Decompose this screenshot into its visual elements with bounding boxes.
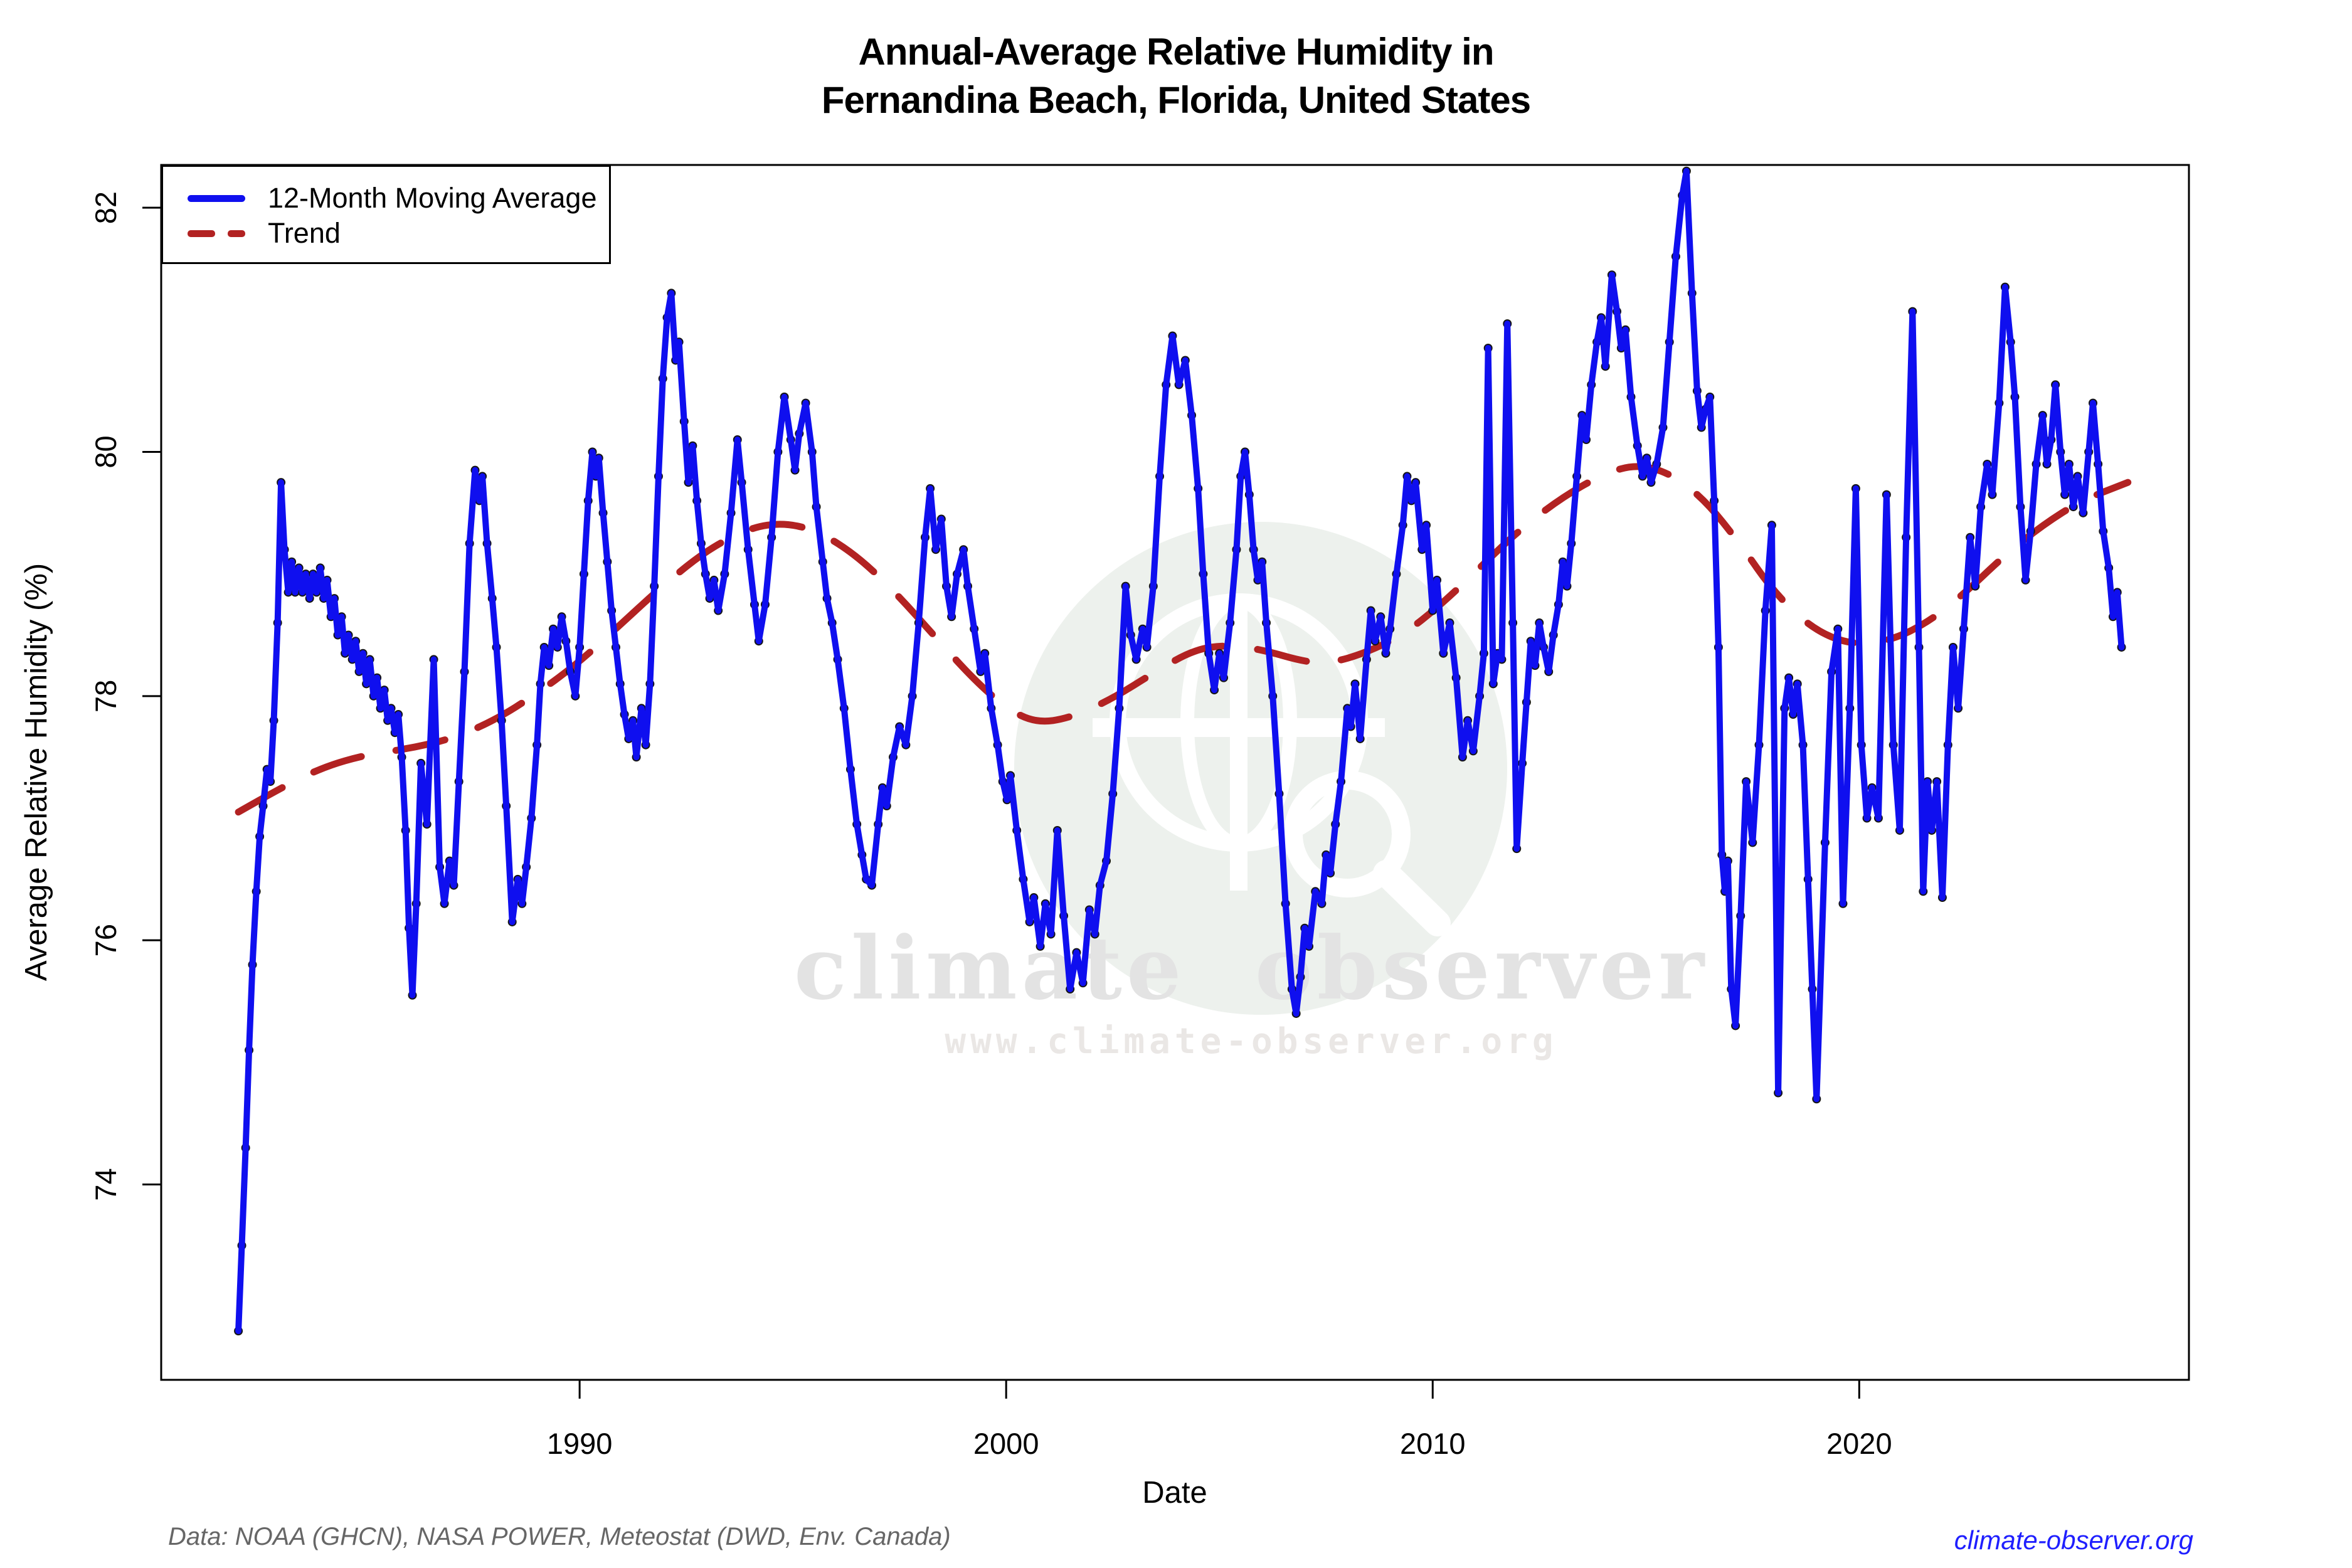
plot-border — [160, 164, 2190, 1381]
legend-item-trend: Trend — [163, 216, 609, 251]
site-link[interactable]: climate-observer.org — [1954, 1525, 2193, 1555]
y-axis-title-anchor: Average Relative Humidity (%) — [19, 354, 54, 981]
x-axis-title: Date — [1142, 1476, 1207, 1510]
y-tick-label: 76 — [89, 924, 122, 956]
y-tick-label: 78 — [89, 680, 122, 712]
x-tick-label: 2000 — [973, 1427, 1039, 1460]
x-tick-label: 1990 — [547, 1427, 613, 1460]
legend-solid-line-icon — [188, 195, 245, 202]
y-tick-label: 74 — [89, 1168, 122, 1200]
legend-label-moving-average: 12-Month Moving Average — [268, 182, 597, 214]
chart-title-line1: Annual-Average Relative Humidity in — [858, 31, 1494, 73]
legend-label-trend: Trend — [268, 217, 341, 249]
watermark-text: climate observer — [793, 917, 1709, 1019]
y-tick-label: 82 — [89, 191, 122, 224]
x-tick-label: 2020 — [1826, 1427, 1892, 1460]
chart-title-line2: Fernandina Beach, Florida, United States — [821, 79, 1531, 121]
moving-average-line — [235, 167, 2125, 1335]
data-source-note: Data: NOAA (GHCN), NASA POWER, Meteostat… — [168, 1523, 951, 1550]
legend-dashed-line-icon — [188, 230, 245, 237]
watermark-url: www.climate-observer.org — [945, 1021, 1558, 1062]
legend-item-moving-average: 12-Month Moving Average — [163, 181, 609, 216]
y-tick-label: 80 — [89, 435, 122, 468]
x-tick-label: 2010 — [1400, 1427, 1466, 1460]
trend-line — [235, 463, 2132, 816]
y-axis-title: Average Relative Humidity (%) — [19, 563, 53, 982]
legend-box: 12-Month Moving Average Trend — [161, 165, 611, 264]
